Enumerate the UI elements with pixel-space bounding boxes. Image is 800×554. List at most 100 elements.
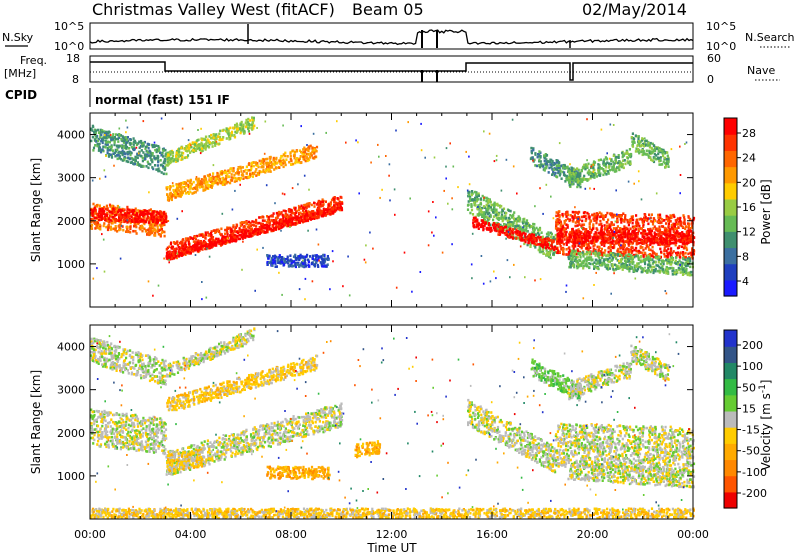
heatmap-cell-5	[156, 164, 159, 167]
heatmap-cell-1	[119, 211, 122, 214]
heatmap-cell-2	[321, 198, 324, 201]
heatmap-cell-5	[157, 169, 160, 173]
heatmap-cell-5	[102, 145, 105, 149]
heatmap-cell-2	[190, 236, 193, 240]
heatmap-cell-2	[326, 212, 329, 216]
freq-trace	[90, 61, 693, 81]
heatmap-cell-0	[94, 205, 97, 208]
heatmap-cell-5	[165, 172, 168, 176]
heatmap-cell-8	[496, 217, 499, 220]
heatmap-cell-2	[316, 206, 320, 210]
heatmap-cell-4	[306, 153, 310, 156]
heatmap-cell-5	[162, 172, 165, 176]
heatmap-cell-5	[103, 136, 106, 139]
heatmap-cell-6	[250, 127, 253, 130]
heatmap-cell-5	[122, 144, 125, 148]
heatmap-cell-1	[160, 215, 163, 218]
heatmap-cell-0	[129, 225, 132, 228]
heatmap-cell-2	[265, 221, 268, 224]
heatmap-cell-6	[183, 147, 187, 150]
heatmap-cell-0	[114, 228, 117, 232]
heatmap-cell-3	[273, 222, 276, 225]
heatmap-cell-10	[682, 246, 685, 250]
heatmap-cell-10	[624, 217, 627, 221]
heatmap-cell-3	[291, 218, 295, 221]
heatmap-cell-6	[218, 138, 221, 142]
heatmap-cell-9	[493, 223, 496, 226]
heatmap-cell-6	[192, 148, 195, 152]
heatmap-cell-3	[207, 244, 211, 247]
heatmap-cell-0	[133, 222, 136, 226]
heatmap-cell-5	[116, 148, 119, 151]
heatmap-cell-10	[626, 218, 629, 222]
heatmap-cell-1	[155, 216, 159, 220]
heatmap-cell-0	[159, 233, 162, 236]
heatmap-cell-2	[181, 240, 184, 243]
heatmap-cell-3	[294, 222, 297, 225]
heatmap-cell-1	[152, 216, 156, 219]
heatmap-cell-2	[321, 204, 324, 207]
heatmap-cell-6	[211, 145, 214, 148]
heatmap-cell-10	[595, 221, 598, 225]
heatmap-cell-2	[199, 240, 202, 243]
heatmap-cell-4	[183, 189, 186, 193]
heatmap-cell-10	[562, 242, 565, 246]
heatmap-cell-4	[295, 157, 299, 160]
heatmap-cell-7	[307, 258, 310, 262]
heatmap-cell-0	[160, 231, 164, 234]
heatmap-cell-2	[229, 226, 232, 230]
heatmap-cell-2	[321, 200, 324, 204]
heatmap-cell-2	[310, 203, 313, 207]
heatmap-cell-10	[562, 251, 565, 254]
heatmap-cell-10	[616, 215, 619, 219]
heatmap-cell-4	[278, 166, 281, 169]
heatmap-cell-3	[180, 254, 183, 257]
heatmap-cell-2	[184, 242, 187, 245]
heatmap-cell-0	[126, 227, 129, 231]
heatmap-cell-8	[487, 199, 490, 202]
heatmap-cell-1	[101, 207, 104, 211]
heatmap-cell-4	[223, 180, 226, 184]
heatmap-cell-8	[513, 211, 516, 214]
heatmap-cell-2	[298, 205, 301, 209]
heatmap-cell-7	[298, 264, 301, 268]
heatmap-cell-3	[165, 255, 168, 258]
heatmap-cell-0	[90, 226, 93, 230]
heatmap-cell-2	[224, 232, 227, 236]
heatmap-cell-2	[305, 209, 308, 212]
heatmap-cell-8	[493, 204, 496, 207]
heatmap-cell-3	[173, 249, 176, 252]
heatmap-cell-8	[509, 209, 512, 213]
heatmap-cell-0	[134, 229, 137, 233]
heatmap-cell-1	[150, 215, 153, 218]
heatmap-cell-0	[102, 224, 105, 228]
heatmap-cell-8	[518, 228, 521, 231]
heatmap-cell-5	[115, 145, 118, 148]
heatmap-cell-2	[199, 242, 202, 246]
heatmap-cell-10	[604, 226, 607, 230]
heatmap-cell-1	[144, 220, 147, 224]
heatmap-cell-0	[116, 204, 119, 208]
heatmap-cell-1	[115, 213, 118, 217]
heatmap-cell-1	[120, 214, 123, 217]
heatmap-cell-2	[338, 201, 341, 205]
heatmap-cell-3	[215, 237, 218, 241]
heatmap-cell-2	[174, 242, 177, 245]
heatmap-cell-5	[97, 149, 100, 152]
heatmap-cell-5	[120, 138, 123, 141]
heatmap-cell-7	[274, 265, 277, 268]
heatmap-cell-6	[247, 127, 250, 130]
heatmap-cell-2	[233, 228, 236, 232]
heatmap-cell-3	[174, 255, 178, 258]
heatmap-cell-2	[288, 215, 291, 219]
heatmap-cell-10	[679, 251, 682, 254]
heatmap-cell-8	[482, 198, 485, 202]
heatmap-cell-0	[98, 223, 101, 227]
heatmap-cell-2	[308, 205, 311, 208]
heatmap-cell-1	[161, 221, 164, 225]
heatmap-cell-4	[271, 166, 274, 169]
heatmap-cell-4	[306, 148, 309, 152]
heatmap-cell-8	[533, 228, 536, 231]
heatmap-cell-7	[316, 263, 319, 267]
heatmap-cell-4	[223, 171, 226, 174]
